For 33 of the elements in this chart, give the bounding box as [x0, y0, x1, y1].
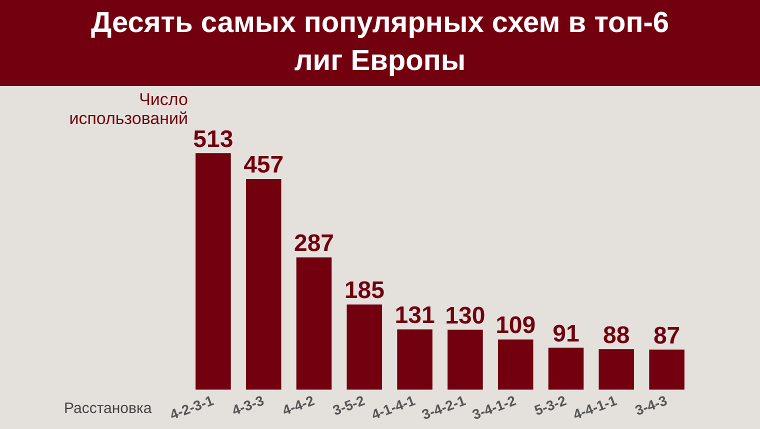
x-tick-label: 3-4-1-2 — [470, 392, 518, 423]
data-label: 91 — [552, 320, 580, 348]
bar — [296, 257, 332, 390]
data-label: 87 — [653, 322, 680, 350]
data-label: 88 — [603, 322, 630, 349]
bar — [498, 339, 534, 390]
x-tick-label: 3-5-2 — [330, 392, 367, 418]
data-label: 457 — [244, 152, 284, 179]
bar — [397, 329, 432, 390]
data-label: 131 — [394, 302, 435, 329]
chart-title: Десять самых популярных схем в топ-6 лиг Европы — [90, 6, 670, 79]
x-tick-label: 5-3-2 — [532, 392, 569, 418]
x-tick-label: 3-4-2-1 — [420, 392, 468, 423]
bar — [448, 330, 483, 390]
data-label: 513 — [193, 126, 234, 153]
x-tick-label: 4-4-1-1 — [570, 392, 619, 423]
y-axis-title: Число использований — [68, 90, 188, 128]
x-axis-title: Расстановка — [64, 400, 152, 417]
data-label: 109 — [496, 312, 536, 340]
x-tick-label: 3-4-3 — [632, 392, 670, 418]
data-label: 185 — [344, 277, 384, 304]
bar — [196, 153, 231, 390]
bar — [346, 304, 382, 390]
x-tick-label: 4-3-3 — [230, 392, 266, 418]
data-label: 130 — [445, 302, 486, 330]
x-tick-label: 4-1-4-1 — [369, 392, 418, 423]
bar — [598, 349, 634, 390]
x-tick-label: 4-4-2 — [280, 392, 317, 418]
bar — [649, 350, 684, 390]
x-tick-label: 4-2-3-1 — [168, 392, 216, 423]
bar — [548, 348, 584, 390]
bar — [246, 178, 282, 390]
data-label: 287 — [294, 230, 334, 258]
